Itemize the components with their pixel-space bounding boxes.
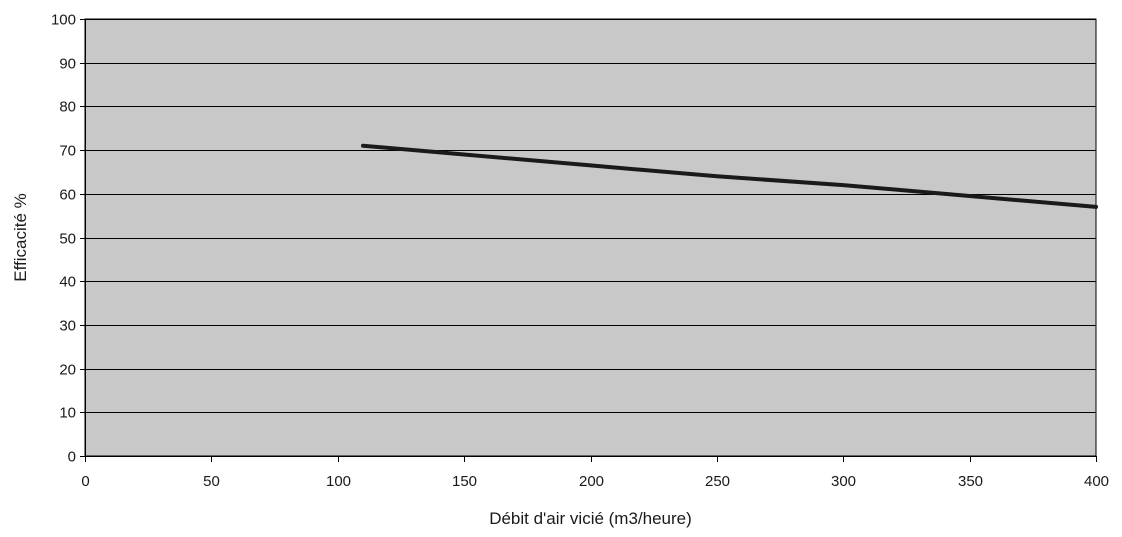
x-tick-label: 250 <box>705 473 730 490</box>
y-tick-labels: 0 10 20 30 40 50 60 70 80 90 100 <box>51 12 76 466</box>
x-tick-label: 50 <box>203 473 220 490</box>
x-tick-labels: 0 50 100 150 200 250 300 350 400 <box>81 473 1109 490</box>
y-tick-label: 20 <box>59 362 76 379</box>
x-tick-label: 400 <box>1084 473 1109 490</box>
y-tick-label: 90 <box>59 56 76 73</box>
x-tick-label: 200 <box>579 473 604 490</box>
data-point <box>463 153 465 156</box>
data-point <box>1095 206 1097 208</box>
y-tick-label: 70 <box>59 143 76 160</box>
y-tick-label: 40 <box>59 274 76 291</box>
x-tick-label: 100 <box>326 473 351 490</box>
y-axis-title: Efficacité % <box>11 193 30 282</box>
series-layer <box>361 143 1098 209</box>
x-tick-label: 150 <box>452 473 477 490</box>
y-tick-label: 60 <box>59 187 76 204</box>
x-tick-label: 0 <box>81 473 89 490</box>
y-tick-label: 0 <box>68 449 76 466</box>
data-point <box>589 164 592 167</box>
data-point <box>968 195 971 197</box>
y-tick-label: 10 <box>59 405 76 422</box>
x-axis-title: Débit d'air vicié (m3/heure) <box>489 509 692 528</box>
x-tick-label: 300 <box>831 473 856 490</box>
y-tick-label: 30 <box>59 318 76 335</box>
x-tick-label: 350 <box>958 473 983 490</box>
y-gridlines <box>85 19 1096 413</box>
y-tick-label: 100 <box>51 12 76 29</box>
y-tick-marks <box>80 19 85 457</box>
data-point <box>842 184 845 186</box>
y-tick-label: 80 <box>59 99 76 116</box>
y-tick-label: 50 <box>59 231 76 248</box>
plot-area <box>84 18 1097 457</box>
data-point <box>716 175 718 178</box>
data-point <box>362 144 364 147</box>
